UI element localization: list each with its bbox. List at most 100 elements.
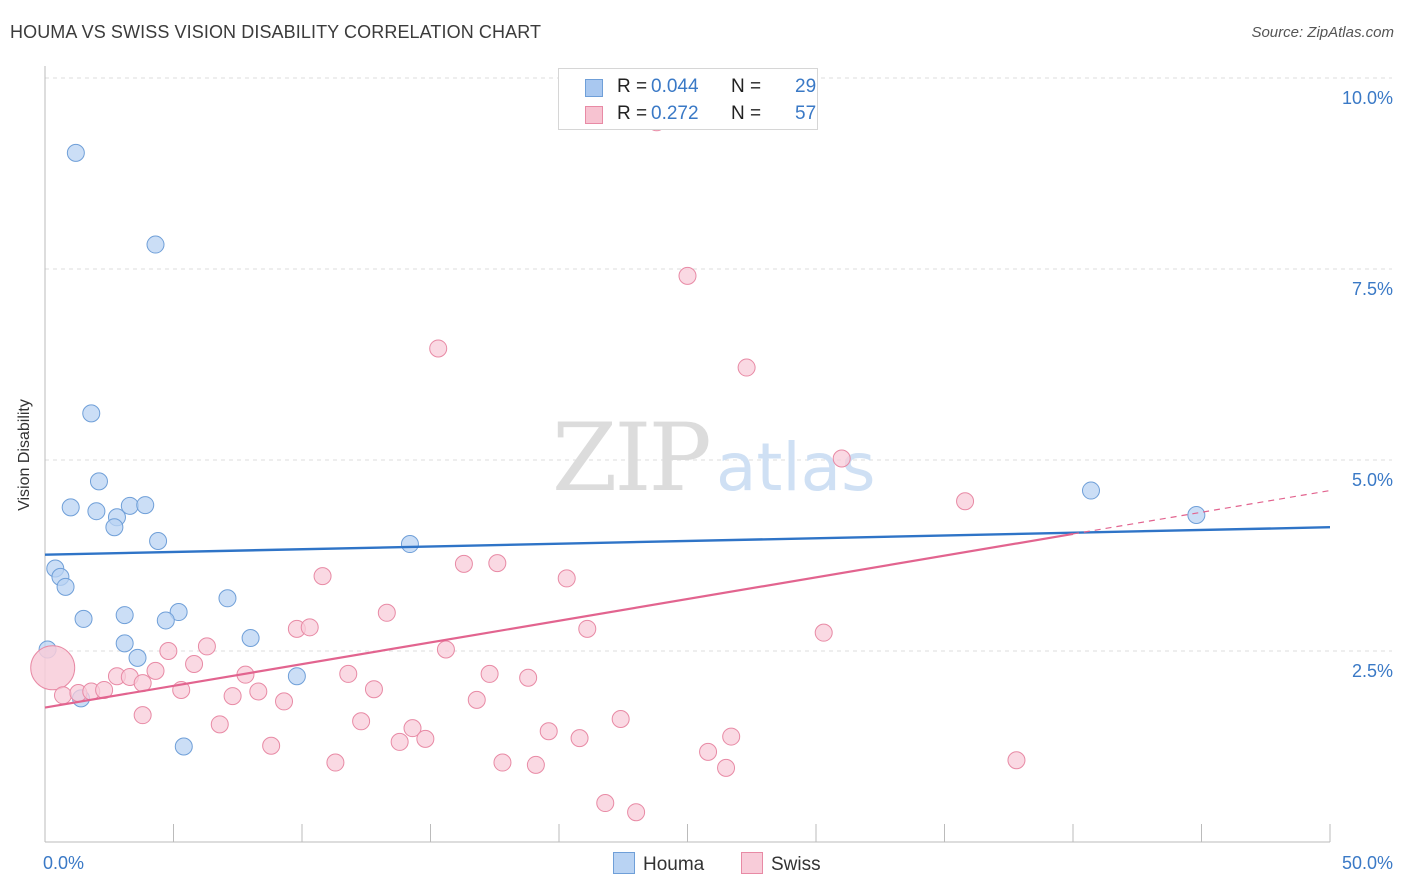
point-swiss xyxy=(326,753,345,772)
point-swiss xyxy=(436,640,455,659)
point-houma xyxy=(105,518,124,537)
point-swiss xyxy=(557,569,576,588)
point-swiss xyxy=(526,755,545,774)
x-tick-label-max: 50.0% xyxy=(1342,853,1393,873)
correlation-stats-box: R = 0.044 N = 29 R = 0.272 N = 57 xyxy=(558,68,818,130)
chart-title: HOUMA VS SWISS VISION DISABILITY CORRELA… xyxy=(10,22,542,42)
point-swiss xyxy=(611,709,630,728)
legend-item-houma[interactable]: Houma xyxy=(613,852,704,876)
point-swiss xyxy=(596,794,615,813)
trend-lines xyxy=(44,489,1331,709)
point-swiss xyxy=(352,712,371,731)
tick-labels: 2.5% 5.0% 7.5% 10.0% 0.0% 50.0% xyxy=(43,88,1393,873)
y-tick-label: 2.5% xyxy=(1352,661,1393,681)
point-houma xyxy=(115,634,134,653)
point-houma xyxy=(56,577,75,596)
point-houma xyxy=(61,498,80,517)
point-houma xyxy=(149,531,168,550)
legend-item-swiss[interactable]: Swiss xyxy=(741,852,821,876)
point-swiss xyxy=(467,690,486,709)
point-swiss xyxy=(210,715,229,734)
point-swiss xyxy=(717,758,736,777)
point-houma xyxy=(89,472,108,491)
point-swiss xyxy=(416,729,435,748)
watermark-atlas: atlas xyxy=(716,429,876,506)
point-houma xyxy=(74,609,93,628)
point-swiss xyxy=(493,753,512,772)
stats-n-label: N = xyxy=(731,76,762,97)
point-swiss xyxy=(699,742,718,761)
point-swiss xyxy=(133,706,152,725)
point-swiss xyxy=(146,661,165,680)
legend-label-houma: Houma xyxy=(643,854,705,875)
point-houma xyxy=(218,589,237,608)
trend-line-houma xyxy=(44,526,1331,556)
y-tick-label: 5.0% xyxy=(1352,470,1393,490)
point-houma xyxy=(115,606,134,625)
watermark: ZIP atlas xyxy=(552,404,876,513)
point-swiss xyxy=(832,449,851,468)
y-tick-label: 7.5% xyxy=(1352,279,1393,299)
point-swiss xyxy=(185,654,204,673)
point-swiss xyxy=(737,358,756,377)
stats-n-value: 29 xyxy=(795,76,817,97)
point-houma xyxy=(156,611,175,630)
point-houma xyxy=(146,235,165,254)
point-swiss xyxy=(223,687,242,706)
point-swiss xyxy=(262,736,281,755)
watermark-zip: ZIP xyxy=(552,404,709,513)
point-swiss xyxy=(454,554,473,573)
point-swiss xyxy=(627,803,646,822)
point-swiss xyxy=(377,603,396,622)
point-swiss xyxy=(364,680,383,699)
point-swiss xyxy=(1007,751,1026,770)
point-swiss xyxy=(390,732,409,751)
stats-swatch-houma xyxy=(585,79,603,97)
point-houma xyxy=(174,737,193,756)
legend-label-swiss: Swiss xyxy=(771,854,821,875)
point-swiss xyxy=(488,554,507,573)
stats-r-label: R = xyxy=(617,76,648,97)
stats-r-value: 0.272 xyxy=(651,103,699,124)
point-swiss xyxy=(403,719,422,738)
point-swiss xyxy=(53,686,72,705)
gridlines xyxy=(45,77,1392,652)
legend-swatch-swiss xyxy=(741,852,763,874)
y-tick-label: 10.0% xyxy=(1342,88,1393,108)
point-houma xyxy=(128,648,147,667)
point-houma xyxy=(169,603,188,622)
point-houma xyxy=(241,629,260,648)
legend-swatch-houma xyxy=(613,852,635,874)
point-swiss xyxy=(313,567,332,586)
point-swiss xyxy=(519,668,538,687)
point-swiss xyxy=(678,266,697,285)
point-houma xyxy=(1081,481,1100,500)
point-houma xyxy=(287,667,306,686)
point-swiss xyxy=(30,645,76,691)
stats-n-label: N = xyxy=(731,103,762,124)
point-houma xyxy=(1187,506,1206,525)
point-swiss xyxy=(197,637,216,656)
x-tick-label-min: 0.0% xyxy=(43,853,84,873)
point-swiss xyxy=(578,619,597,638)
stats-r-value: 0.044 xyxy=(651,76,699,97)
point-swiss xyxy=(480,664,499,683)
point-houma xyxy=(82,404,101,423)
stats-n-value: 57 xyxy=(795,103,817,124)
point-swiss xyxy=(956,492,975,511)
stats-swatch-swiss xyxy=(585,106,603,124)
stats-r-label: R = xyxy=(617,103,648,124)
point-houma xyxy=(87,502,106,521)
source-credit: Source: ZipAtlas.com xyxy=(1251,24,1394,41)
point-swiss xyxy=(570,729,589,748)
point-houma xyxy=(400,535,419,554)
point-swiss xyxy=(429,339,448,358)
trend-line-swiss xyxy=(44,532,1074,709)
point-swiss xyxy=(300,618,319,637)
point-swiss xyxy=(814,623,833,642)
point-swiss xyxy=(249,682,268,701)
point-houma xyxy=(136,496,155,515)
point-swiss xyxy=(275,692,294,711)
axes xyxy=(44,66,1331,843)
